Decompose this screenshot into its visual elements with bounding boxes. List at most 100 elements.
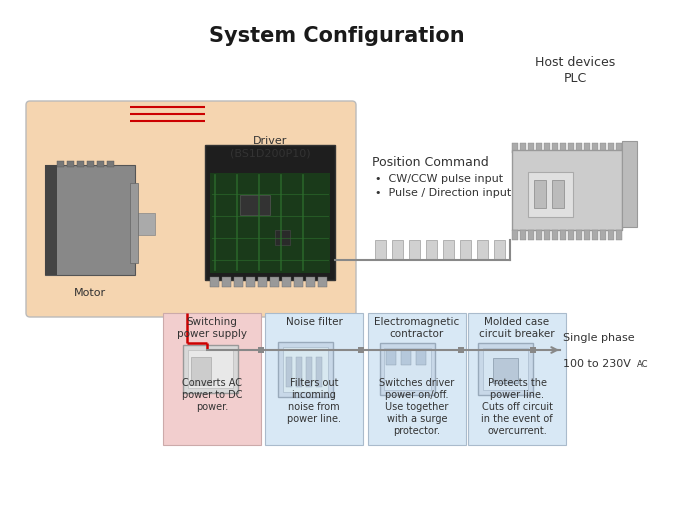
Bar <box>368 314 466 445</box>
Bar <box>584 144 590 154</box>
Bar <box>477 240 488 261</box>
Bar <box>483 348 528 390</box>
Text: System Configuration: System Configuration <box>209 26 465 46</box>
Bar <box>600 231 606 240</box>
Bar <box>528 144 534 154</box>
Bar <box>528 231 534 240</box>
Bar <box>592 144 598 154</box>
Text: Molded case
circuit breaker: Molded case circuit breaker <box>479 316 555 338</box>
Bar <box>67 162 74 168</box>
Bar <box>135 214 155 235</box>
Text: •  Pulse / Direction input: • Pulse / Direction input <box>375 188 511 197</box>
Bar <box>478 343 533 395</box>
Bar <box>460 240 471 261</box>
Bar <box>608 144 614 154</box>
Bar <box>426 240 437 261</box>
Bar <box>468 314 566 445</box>
Bar <box>97 162 104 168</box>
Bar <box>87 162 94 168</box>
Bar <box>568 144 574 154</box>
Bar <box>191 358 211 385</box>
Bar <box>358 347 364 354</box>
Bar <box>392 240 403 261</box>
Bar <box>130 184 138 264</box>
Text: Host devices
PLC: Host devices PLC <box>535 56 615 85</box>
Bar <box>306 277 315 287</box>
Bar <box>45 166 135 275</box>
Bar <box>380 343 435 395</box>
Bar <box>258 277 267 287</box>
Text: Filters out
incoming
noise from
power line.: Filters out incoming noise from power li… <box>287 377 341 423</box>
Bar <box>375 240 386 261</box>
Bar <box>278 342 333 397</box>
Bar <box>600 144 606 154</box>
Bar <box>246 277 255 287</box>
Bar <box>608 231 614 240</box>
Bar <box>512 231 518 240</box>
Bar <box>205 146 335 280</box>
Bar <box>528 173 573 218</box>
Bar <box>494 240 505 261</box>
Bar <box>45 166 57 275</box>
Bar <box>416 350 426 365</box>
Bar <box>409 240 420 261</box>
Text: Switching
power supply: Switching power supply <box>177 316 247 338</box>
Bar <box>258 347 264 354</box>
Bar <box>576 144 582 154</box>
Bar <box>493 358 518 383</box>
Text: 100 to 230V: 100 to 230V <box>563 358 631 368</box>
Bar <box>401 350 411 365</box>
Bar <box>536 231 542 240</box>
Text: Position Command: Position Command <box>372 156 489 169</box>
Bar <box>240 195 270 216</box>
Bar <box>77 162 84 168</box>
Bar <box>306 358 312 387</box>
Bar <box>560 144 566 154</box>
Text: Driver
(BS1D200P10): Driver (BS1D200P10) <box>230 136 310 158</box>
Bar <box>282 277 291 287</box>
Bar <box>296 358 302 387</box>
Bar <box>576 231 582 240</box>
Text: Switches driver
power on/off.
Use together
with a surge
protector.: Switches driver power on/off. Use togeth… <box>379 377 455 435</box>
Bar <box>512 150 622 231</box>
Bar <box>616 231 622 240</box>
Bar <box>458 347 464 354</box>
Bar <box>183 345 238 393</box>
Bar <box>568 231 574 240</box>
Text: Protects the
power line.
Cuts off circuit
in the event of
overcurrent.: Protects the power line. Cuts off circui… <box>481 377 553 435</box>
Bar <box>270 277 279 287</box>
Bar <box>275 231 290 245</box>
FancyBboxPatch shape <box>26 102 356 317</box>
Bar <box>283 347 328 392</box>
Bar <box>318 277 327 287</box>
Bar <box>544 144 550 154</box>
Bar <box>534 181 546 209</box>
Bar <box>107 162 114 168</box>
Text: Single phase: Single phase <box>563 332 634 342</box>
Bar <box>616 144 622 154</box>
Bar <box>234 277 243 287</box>
Bar <box>584 231 590 240</box>
Bar <box>57 162 64 168</box>
Bar <box>210 277 219 287</box>
Text: Noise filter: Noise filter <box>286 316 342 326</box>
Bar <box>520 144 526 154</box>
Bar <box>622 142 637 228</box>
Bar <box>560 231 566 240</box>
Bar <box>294 277 303 287</box>
Bar <box>530 347 536 354</box>
Bar <box>552 144 558 154</box>
Bar <box>536 144 542 154</box>
Bar <box>512 144 518 154</box>
Bar <box>163 314 261 445</box>
Bar <box>386 350 396 365</box>
Bar <box>443 240 454 261</box>
Text: AC: AC <box>637 359 649 368</box>
Bar <box>210 174 330 274</box>
Bar <box>384 348 431 390</box>
Bar <box>552 231 558 240</box>
Bar <box>286 358 292 387</box>
Bar <box>265 314 363 445</box>
Bar <box>188 350 233 388</box>
Bar <box>592 231 598 240</box>
